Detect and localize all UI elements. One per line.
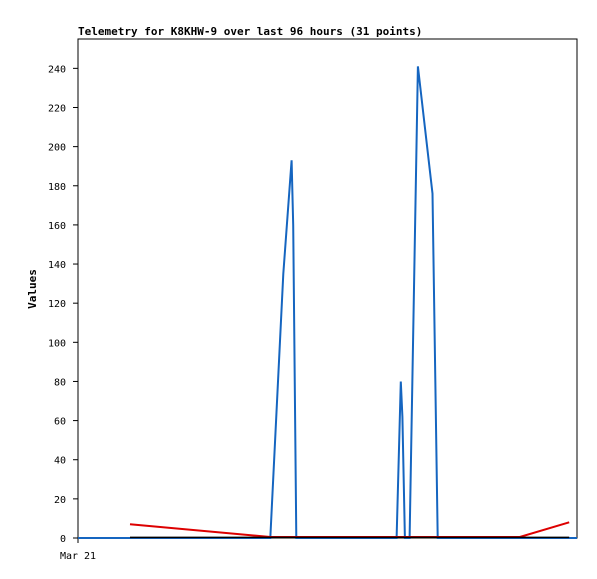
y-tick-label: 120 (48, 299, 66, 310)
series-group (78, 66, 577, 539)
y-axis-label: Values (26, 269, 39, 309)
series-line-1 (78, 66, 577, 539)
x-tick-label: Mar 21 (60, 551, 96, 562)
y-tick-label: 180 (48, 182, 66, 193)
plot-area-frame (77, 38, 578, 539)
y-tick-label: 100 (48, 338, 66, 349)
y-tick-label: 200 (48, 143, 66, 154)
chart-title: Telemetry for K8KHW-9 over last 96 hours… (78, 25, 422, 38)
y-tick-label: 60 (54, 417, 66, 428)
y-tick-label: 160 (48, 221, 66, 232)
y-tick-label: 220 (48, 103, 66, 114)
series-line-2 (129, 521, 570, 538)
y-tick-label: 80 (54, 377, 66, 388)
y-tick-label: 240 (48, 64, 66, 75)
y-tick-label: 0 (60, 534, 66, 545)
y-axis: 0 20 40 60 80 100 120 140 160 180 200 220 240 (48, 64, 78, 545)
y-tick-label: 40 (54, 456, 66, 467)
y-tick-label: 140 (48, 260, 66, 271)
y-tick-label: 20 (54, 495, 66, 506)
